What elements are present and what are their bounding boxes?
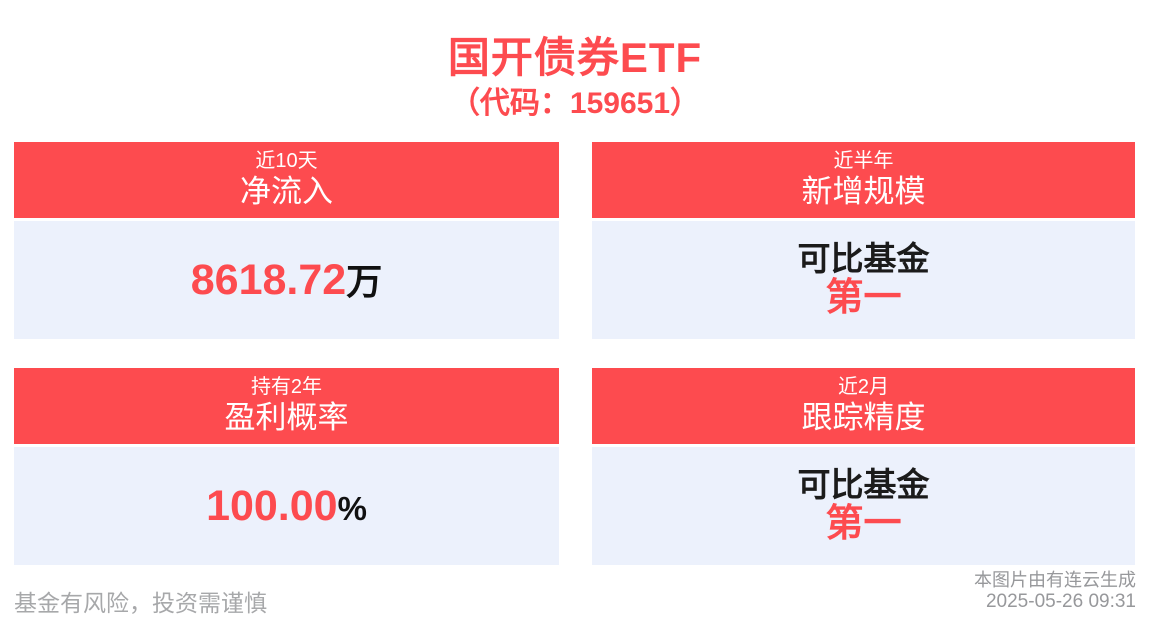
card-net-inflow: 近10天 净流入 8618.72万 (14, 142, 559, 339)
card-metric-label: 盈利概率 (224, 400, 349, 435)
generation-timestamp: 2025-05-26 09:31 (985, 591, 1136, 612)
card-profit-probability: 持有2年 盈利概率 100.00% (14, 368, 559, 565)
rank-first-value: 第一 (825, 503, 902, 545)
image-source-text: 本图片由有连云生成 (974, 570, 1136, 590)
card-new-scale-body: 可比基金 第一 (592, 221, 1135, 339)
card-metric-label: 新增规模 (801, 174, 926, 209)
profit-probability-unit: % (337, 489, 367, 527)
profit-probability-value-line: 100.00% (206, 481, 367, 530)
card-period-label: 持有2年 (250, 376, 323, 398)
comparable-fund-label: 可比基金 (797, 466, 930, 503)
card-tracking-precision-body: 可比基金 第一 (592, 447, 1135, 565)
fund-code-subtitle: （代码：159651） (449, 87, 701, 120)
profit-probability-value: 100.00 (206, 481, 338, 530)
net-inflow-value: 8618.72 (190, 255, 347, 304)
card-net-inflow-body: 8618.72万 (14, 221, 559, 339)
card-tracking-precision: 近2月 跟踪精度 可比基金 第一 (592, 368, 1135, 565)
card-period-label: 近半年 (833, 150, 894, 172)
card-metric-label: 跟踪精度 (801, 400, 926, 435)
net-inflow-value-line: 8618.72万 (190, 255, 383, 304)
card-profit-probability-body: 100.00% (14, 447, 559, 565)
card-profit-probability-header: 持有2年 盈利概率 (14, 368, 559, 444)
risk-disclaimer-text: 基金有风险，投资需谨慎 (14, 590, 267, 616)
page-title: 国开债券ETF (447, 34, 703, 81)
card-net-inflow-header: 近10天 净流入 (14, 142, 559, 218)
card-period-label: 近10天 (255, 150, 318, 172)
card-period-label: 近2月 (837, 376, 890, 398)
card-new-scale-header: 近半年 新增规模 (592, 142, 1135, 218)
image-credit-block: 本图片由有连云生成 2025-05-26 09:31 (974, 570, 1136, 613)
comparable-fund-label: 可比基金 (797, 240, 930, 277)
card-new-scale: 近半年 新增规模 可比基金 第一 (592, 142, 1135, 339)
card-tracking-precision-header: 近2月 跟踪精度 (592, 368, 1135, 444)
net-inflow-unit: 万 (346, 260, 383, 302)
stats-card-grid: 近10天 净流入 8618.72万 近半年 新增规模 可比基金 第一 持有2年 … (14, 142, 1135, 565)
rank-first-value: 第一 (825, 277, 902, 319)
card-metric-label: 净流入 (240, 174, 333, 209)
